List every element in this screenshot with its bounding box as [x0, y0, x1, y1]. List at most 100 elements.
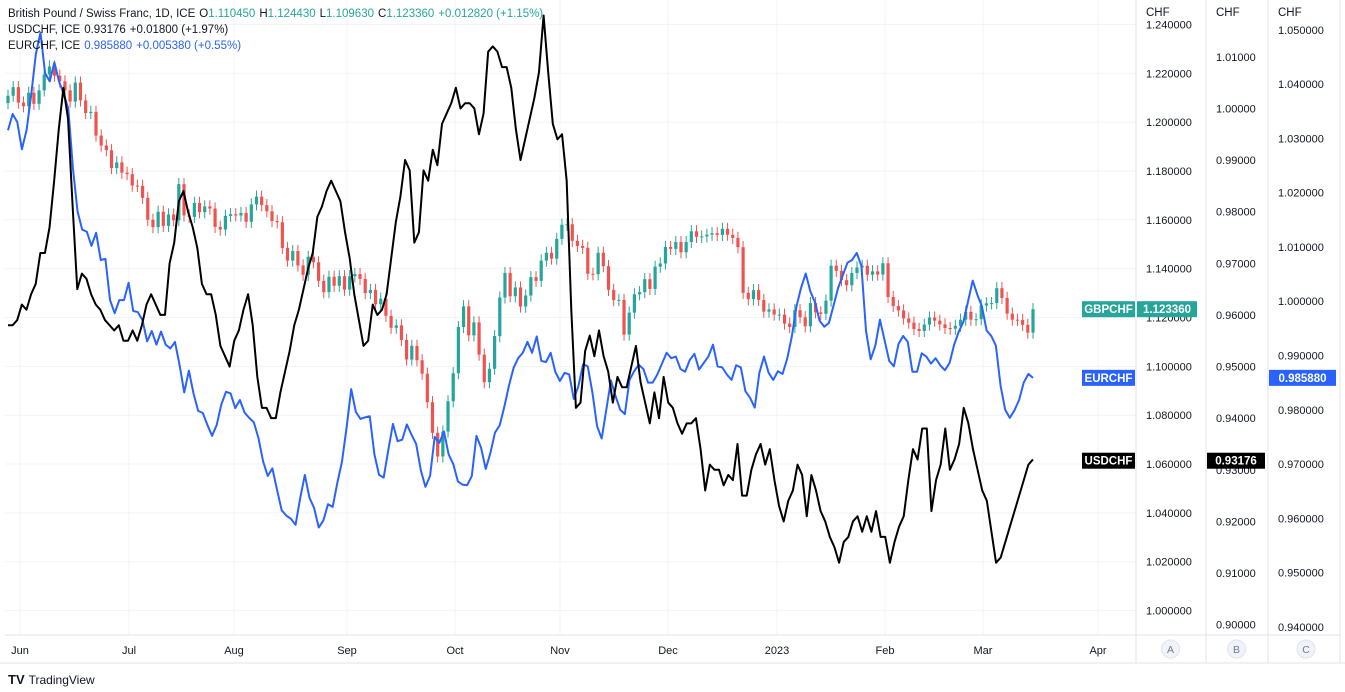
- x-tick-label: Aug: [224, 645, 244, 657]
- gbpchf-name-tag-bg: [1082, 301, 1135, 318]
- candle-body: [565, 224, 569, 226]
- candle-body: [120, 162, 124, 173]
- candle-body: [244, 212, 248, 222]
- candle-body: [1005, 297, 1009, 314]
- legend-gbpchf-change: +0.012820 (+1.15%): [438, 8, 544, 20]
- candle-body: [886, 263, 890, 297]
- y-tick-label: 0.90000: [1216, 620, 1256, 632]
- legend-high-label: H: [259, 8, 268, 20]
- tradingview-logo-icon: TV: [8, 672, 25, 687]
- x-tick-label: Jun: [11, 645, 29, 657]
- legend-gbpchf-name: British Pound / Swiss Franc, 1D, ICE: [8, 8, 196, 20]
- candle-body: [643, 279, 647, 293]
- candle-body: [68, 90, 72, 102]
- y-tick-label: 0.970000: [1278, 459, 1324, 471]
- candle-body: [544, 252, 548, 261]
- candle-body: [1031, 309, 1035, 333]
- legend-close-label: C: [378, 8, 387, 20]
- candle-body: [539, 260, 543, 281]
- candle-body: [953, 325, 957, 329]
- candle-body: [456, 327, 460, 374]
- candle-body: [368, 289, 372, 294]
- candle-body: [689, 231, 693, 243]
- y-tick-label: 0.97000: [1216, 258, 1256, 270]
- candle-body: [451, 373, 455, 402]
- candle-body: [549, 252, 554, 259]
- axis-unit-label: CHF: [1278, 7, 1302, 19]
- usdchf-price-tag-bg: [1207, 452, 1265, 469]
- usdchf-line[interactable]: [8, 14, 1034, 564]
- candle-body: [21, 102, 26, 107]
- candle-body: [700, 236, 704, 238]
- candle-body: [84, 100, 88, 114]
- candle-body: [865, 265, 869, 275]
- candle-body: [430, 402, 435, 433]
- candle-body: [342, 276, 347, 290]
- candle-body: [819, 312, 823, 314]
- usdchf-name-tag-bg: [1082, 452, 1135, 469]
- candle-body: [104, 145, 108, 151]
- candle-body: [627, 312, 631, 335]
- eurchf-line[interactable]: [7, 31, 1034, 529]
- candle-body: [420, 360, 424, 374]
- candle-body: [518, 287, 523, 307]
- candle-body: [617, 299, 621, 301]
- candle-body: [969, 311, 973, 320]
- candle-body: [513, 287, 517, 297]
- y-tick-label: 1.020000: [1278, 188, 1324, 200]
- candle-body: [731, 234, 735, 238]
- candle-body: [373, 289, 378, 305]
- candle-body: [192, 202, 196, 217]
- candle-body: [249, 204, 253, 222]
- candle-body: [736, 237, 740, 248]
- candle-body: [78, 82, 83, 101]
- legend-gbpchf[interactable]: British Pound / Swiss Franc, 1D, ICE O1.1…: [8, 6, 547, 22]
- legend-usdchf-change: +0.01800 (+1.97%): [129, 24, 229, 36]
- candle-body: [876, 271, 880, 275]
- candle-body: [415, 345, 419, 361]
- candle-body: [140, 185, 145, 198]
- candle-body: [958, 319, 963, 326]
- candle-body: [317, 262, 321, 281]
- y-tick-label: 0.950000: [1278, 568, 1324, 580]
- legend-eurchf[interactable]: EURCHF, ICE 0.985880 +0.005380 (+0.55%): [8, 38, 547, 54]
- x-tick-label: Mar: [974, 645, 993, 657]
- candle-body: [751, 290, 756, 300]
- candle-body: [632, 294, 636, 313]
- candle-body: [487, 368, 492, 383]
- axis-button[interactable]: [1296, 639, 1316, 659]
- candle-body: [32, 92, 36, 104]
- y-tick-label: 1.040000: [1278, 79, 1324, 91]
- y-tick-label: 0.99000: [1216, 155, 1256, 167]
- candle-body: [896, 306, 901, 311]
- candle-body: [855, 267, 859, 274]
- candle-body: [332, 276, 336, 286]
- axis-button[interactable]: [1227, 639, 1246, 659]
- candle-body: [622, 299, 626, 335]
- candle-body: [410, 345, 414, 360]
- y-tick-label: 1.01000: [1216, 52, 1256, 64]
- y-tick-label: 0.92000: [1216, 516, 1256, 528]
- candle-body: [275, 221, 279, 223]
- legend-usdchf[interactable]: USDCHF, ICE 0.93176 +0.01800 (+1.97%): [8, 22, 547, 38]
- candle-body: [503, 273, 507, 298]
- candle-body: [6, 95, 10, 104]
- candle-body: [425, 373, 429, 403]
- candle-body: [658, 263, 662, 267]
- candle-body: [146, 197, 150, 220]
- candle-body: [109, 150, 114, 169]
- y-tick-label: 0.990000: [1278, 350, 1324, 362]
- y-tick-label: 0.940000: [1278, 622, 1324, 634]
- candle-body: [441, 431, 445, 457]
- candle-body: [353, 274, 357, 277]
- candle-body: [829, 265, 833, 301]
- y-tick-label: 0.94000: [1216, 413, 1256, 425]
- gbpchf-price-tag-bg: [1137, 301, 1197, 318]
- candle-body: [52, 66, 57, 76]
- candle-body: [741, 247, 745, 293]
- axis-button[interactable]: [1161, 639, 1180, 659]
- y-tick-label: 1.000000: [1146, 606, 1192, 618]
- candle-body: [358, 274, 362, 279]
- candle-body: [534, 277, 538, 281]
